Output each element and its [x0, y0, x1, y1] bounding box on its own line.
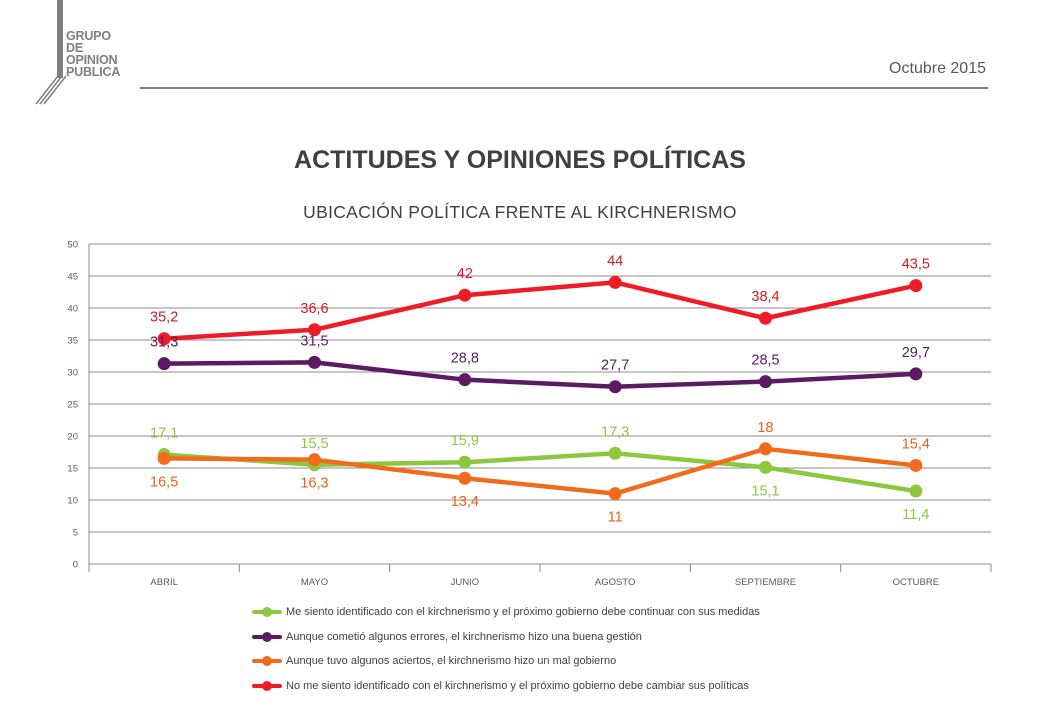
- data-label: 16,5: [150, 474, 178, 490]
- y-tick-label: 25: [67, 400, 78, 411]
- data-point: [458, 471, 472, 485]
- page-title: ACTITUDES Y OPINIONES POLÍTICAS: [294, 146, 746, 174]
- header-divider: [140, 87, 988, 89]
- y-tick-label: 20: [67, 432, 78, 443]
- data-label: 16,3: [300, 476, 328, 492]
- series-line: [161, 280, 919, 341]
- chart-legend: Me siento identificado con el kirchneris…: [252, 600, 760, 698]
- data-point: [909, 458, 923, 472]
- data-point: [608, 380, 622, 394]
- data-label: 11,4: [902, 507, 929, 523]
- logo-text: GRUPO DE OPINION PUBLICA: [66, 29, 121, 79]
- data-label: 31,3: [150, 335, 178, 351]
- legend-label: Aunque tuvo algunos aciertos, el kirchne…: [286, 655, 617, 668]
- data-label: 28,5: [751, 353, 779, 369]
- data-label: 17,1: [150, 426, 178, 442]
- data-point: [157, 332, 171, 346]
- y-tick-label: 30: [67, 368, 78, 379]
- legend-swatch: [252, 607, 282, 618]
- legend-item: Aunque cometió algunos errores, el kirch…: [252, 625, 760, 650]
- logo-line: DE: [66, 41, 83, 55]
- report-date: Octubre 2015: [889, 60, 986, 77]
- data-point: [909, 484, 923, 498]
- data-label: 28,8: [451, 351, 479, 367]
- data-point: [458, 455, 472, 469]
- y-tick-label: 5: [73, 528, 78, 539]
- logo-line: GRUPO: [66, 29, 111, 43]
- data-point: [157, 357, 171, 371]
- legend-swatch: [252, 680, 282, 691]
- logo-line: PUBLICA: [66, 65, 121, 79]
- legend-item: No me siento identificado con el kirchne…: [252, 674, 760, 699]
- legend-label: No me siento identificado con el kirchne…: [286, 679, 749, 692]
- legend-label: Me siento identificado con el kirchneris…: [286, 606, 760, 619]
- chart-subtitle: UBICACIÓN POLÍTICA FRENTE AL KIRCHNERISM…: [303, 202, 737, 222]
- data-label: 31,5: [300, 333, 328, 349]
- y-tick-label: 10: [67, 496, 78, 507]
- data-point: [759, 460, 772, 474]
- data-label: 15,4: [902, 436, 930, 452]
- legend-item: Me siento identificado con el kirchneris…: [252, 600, 760, 625]
- data-label: 11: [608, 510, 623, 526]
- x-tick-label: OCTUBRE: [893, 577, 939, 588]
- data-point: [458, 373, 472, 387]
- data-point: [308, 453, 321, 467]
- data-label: 27,7: [601, 358, 629, 374]
- legend-label: Aunque cometió algunos errores, el kirch…: [286, 630, 642, 643]
- data-label: 18: [757, 420, 773, 436]
- legend-swatch: [252, 656, 282, 667]
- data-label: 44: [607, 253, 623, 269]
- x-tick-label: ABRIL: [150, 577, 177, 588]
- data-point: [909, 367, 923, 381]
- data-label: 43,5: [902, 257, 930, 273]
- legend-item: Aunque tuvo algunos aciertos, el kirchne…: [252, 649, 760, 674]
- logo-mark: [35, 0, 67, 105]
- data-label: 15,9: [451, 433, 479, 449]
- data-label: 17,3: [601, 424, 629, 440]
- data-label: 15,1: [751, 483, 779, 499]
- y-tick-label: 40: [67, 304, 78, 315]
- series-line: [161, 451, 919, 494]
- x-tick-label: SEPTIEMBRE: [735, 577, 796, 588]
- data-point: [308, 323, 321, 337]
- x-tick-label: JUNIO: [451, 577, 480, 588]
- data-point: [759, 375, 772, 389]
- y-tick-label: 15: [67, 464, 78, 475]
- series-line: [161, 360, 919, 389]
- data-label: 38,4: [751, 289, 779, 305]
- series-line: [161, 446, 919, 496]
- data-label: 36,6: [300, 301, 328, 317]
- data-label: 15,5: [300, 436, 328, 452]
- data-label: 13,4: [451, 494, 479, 510]
- legend-swatch: [252, 631, 282, 642]
- data-point: [608, 275, 622, 289]
- y-tick-label: 50: [67, 240, 78, 251]
- data-point: [608, 446, 622, 460]
- y-tick-label: 0: [73, 560, 78, 571]
- data-point: [458, 288, 472, 302]
- y-tick-label: 35: [67, 336, 78, 347]
- data-point: [608, 487, 622, 501]
- data-label: 35,2: [150, 310, 178, 326]
- x-tick-label: MAYO: [301, 577, 328, 588]
- logo-line: OPINION: [66, 53, 118, 67]
- data-label: 42: [457, 266, 473, 282]
- data-label: 29,7: [902, 345, 930, 361]
- data-point: [308, 355, 321, 369]
- data-point: [909, 279, 923, 293]
- data-point: [157, 451, 171, 465]
- data-point: [759, 442, 772, 456]
- x-tick-label: AGOSTO: [595, 577, 635, 588]
- y-tick-label: 45: [67, 272, 78, 283]
- data-point: [759, 311, 772, 325]
